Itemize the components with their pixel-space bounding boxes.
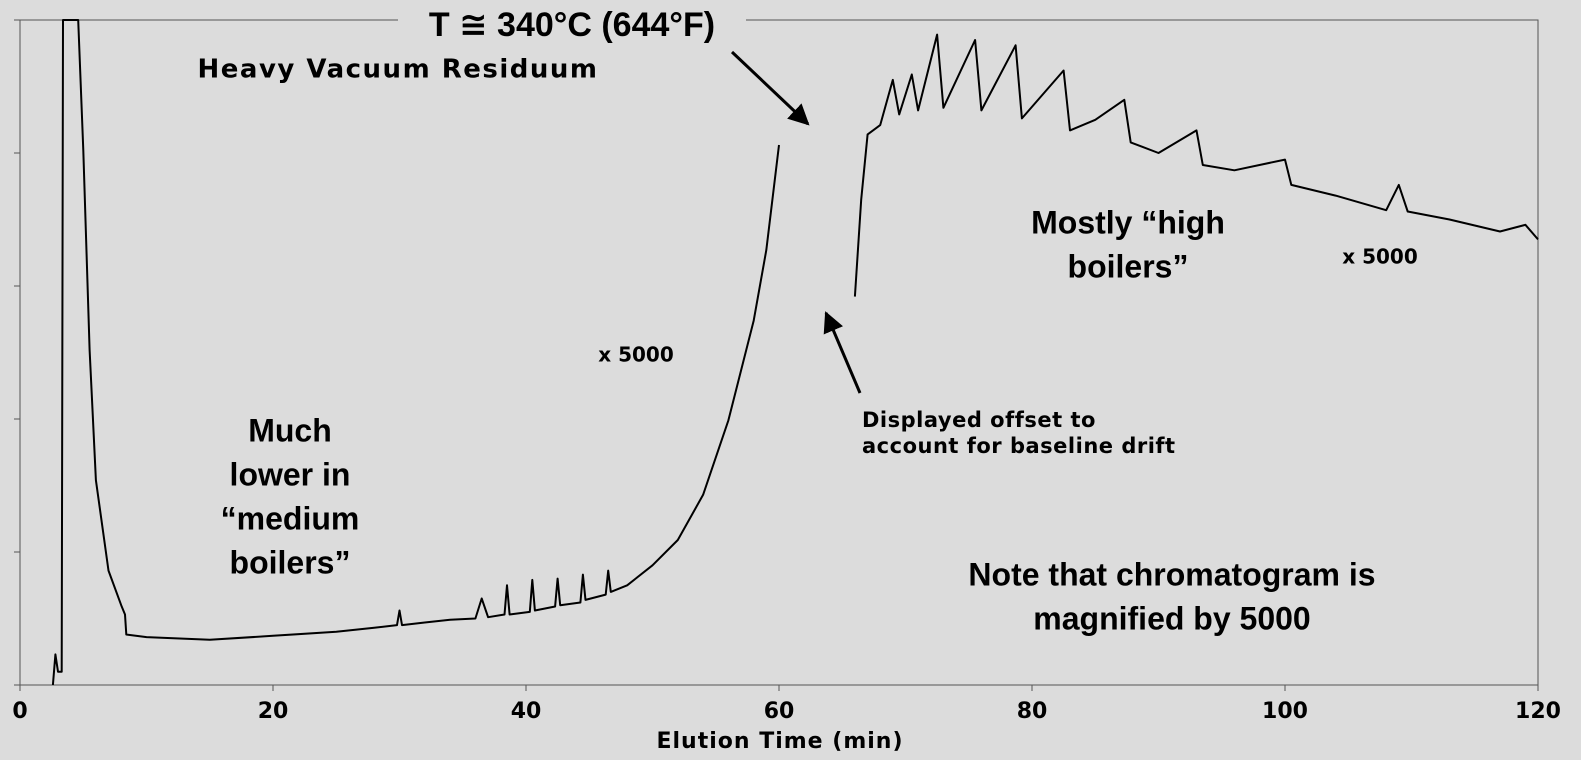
x-tick-label: 0 [12,699,27,724]
annotation: Note that chromatogram is [968,556,1375,592]
annotation: Heavy Vacuum Residuum [198,55,599,85]
x-tick-label: 120 [1515,699,1561,724]
annotation: x 5000 [1342,245,1418,269]
annotation: boilers” [230,544,351,580]
annotation: Displayed offset to [862,408,1096,432]
annotation: x 5000 [598,343,674,367]
title-backdrop [398,6,746,36]
annotation: lower in [230,456,351,492]
annotation: Much [248,412,332,448]
x-tick-label: 100 [1262,699,1308,724]
annotation: boilers” [1068,248,1189,284]
arrow [823,311,862,394]
annotation: account for baseline drift [862,434,1176,458]
x-tick-label: 80 [1017,699,1048,724]
data-line [853,33,1539,297]
annotation: “medium [221,500,360,536]
x-axis-label: Elution Time (min) [656,729,903,754]
arrow [730,50,810,126]
chart-title: T ≅ 340°C (644°F) [429,6,715,44]
x-tick-label: 20 [258,699,289,724]
annotation: magnified by 5000 [1033,600,1310,636]
x-tick-label: 40 [511,699,542,724]
data-line [51,19,780,686]
annotation: Mostly “high [1031,204,1225,240]
x-tick-label: 60 [764,699,795,724]
